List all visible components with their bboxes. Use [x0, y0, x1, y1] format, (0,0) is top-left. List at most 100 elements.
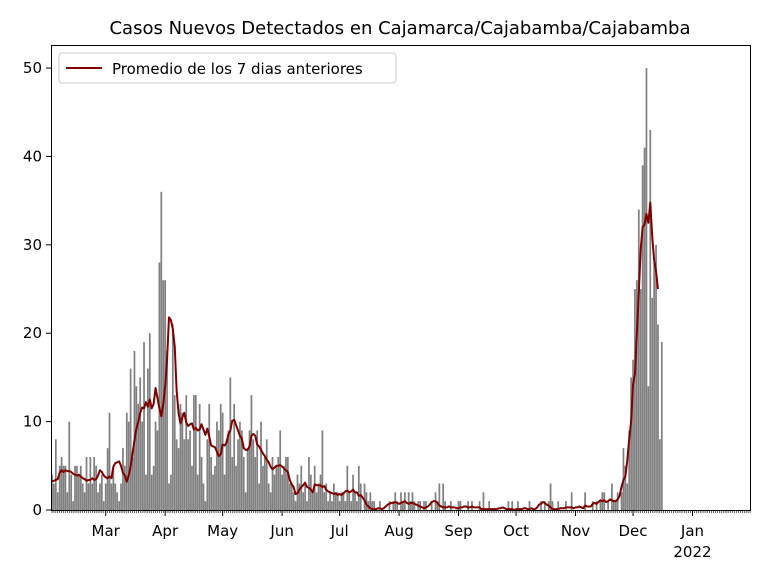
bar [363, 483, 366, 510]
bar [158, 262, 161, 510]
bar [60, 456, 63, 510]
bar [256, 430, 259, 510]
x-tick-label: Jun [269, 522, 293, 540]
bar [528, 501, 531, 510]
bar [649, 129, 652, 510]
bar [171, 324, 174, 510]
bar [565, 501, 567, 510]
bar [657, 324, 659, 510]
bar [135, 386, 138, 510]
bar [74, 465, 76, 510]
bar [655, 244, 657, 511]
y-tick-label: 20 [23, 324, 42, 342]
bar [79, 465, 82, 510]
bar [614, 501, 617, 510]
bar [131, 456, 134, 510]
bar [371, 501, 374, 510]
bar [346, 465, 349, 510]
bar [616, 492, 619, 510]
bar [58, 465, 61, 510]
y-tick-label: 50 [23, 59, 42, 77]
bar [108, 412, 111, 510]
x-tick-label: Jul [330, 522, 349, 540]
bar [294, 501, 297, 510]
bar [143, 342, 145, 510]
bar [352, 474, 354, 510]
bar [356, 501, 358, 510]
bar [400, 492, 402, 510]
bar [133, 350, 136, 510]
bar [114, 483, 117, 510]
bar [68, 421, 71, 510]
plot-area [51, 68, 663, 511]
bar [628, 430, 631, 510]
bar [651, 297, 654, 510]
bar [244, 492, 247, 510]
bar [392, 501, 395, 510]
bar [246, 448, 249, 510]
bar [298, 483, 301, 510]
bar [223, 474, 226, 510]
bar [467, 501, 469, 510]
bar [350, 501, 353, 510]
bar [319, 474, 322, 510]
legend-label: Promedio de los 7 dias anteriores [112, 60, 363, 78]
bar [310, 474, 312, 510]
bar [308, 456, 310, 510]
x-tick-year-label: 2022 [673, 543, 711, 561]
bar [229, 377, 232, 510]
bar [124, 465, 126, 510]
bar [407, 492, 410, 510]
bar [402, 501, 404, 510]
bar [271, 456, 274, 510]
bar [148, 333, 151, 510]
bar [624, 465, 627, 510]
bar-series [51, 68, 663, 511]
bar [436, 501, 439, 510]
bar [411, 492, 414, 510]
bar [127, 421, 130, 510]
bar [70, 474, 73, 510]
bar [611, 483, 613, 510]
bar [333, 483, 335, 510]
bar [304, 483, 306, 510]
bar [187, 439, 190, 510]
bar [231, 456, 234, 510]
bar [122, 448, 124, 510]
bar [423, 501, 425, 510]
legend: Promedio de los 7 dias anteriores [58, 52, 397, 84]
x-tick-label: Oct [503, 522, 529, 540]
bar [660, 342, 663, 510]
bar [225, 439, 228, 510]
bar [584, 492, 586, 510]
bar [311, 492, 314, 510]
x-tick-label: Apr [152, 522, 179, 540]
bar [338, 501, 341, 510]
bar [202, 483, 205, 510]
bar [160, 191, 163, 510]
bar [636, 280, 638, 510]
bar [388, 501, 391, 510]
bar [89, 456, 92, 510]
line-series-promedio [52, 201, 659, 511]
bar [239, 421, 241, 510]
bar [139, 377, 142, 510]
x-tick-label: Jan [680, 522, 704, 540]
bar [254, 456, 257, 510]
bar [273, 474, 276, 510]
bar [99, 483, 101, 510]
bar [118, 501, 120, 510]
bar [260, 421, 262, 510]
bar [659, 439, 661, 510]
bar [242, 456, 245, 510]
bar [607, 501, 609, 510]
bar [95, 465, 97, 510]
bar [315, 492, 318, 510]
bar [331, 501, 333, 510]
bar [348, 492, 351, 510]
bar [359, 483, 362, 510]
x-tick-label: Mar [92, 522, 121, 540]
bar [637, 209, 640, 510]
bar [540, 501, 542, 510]
